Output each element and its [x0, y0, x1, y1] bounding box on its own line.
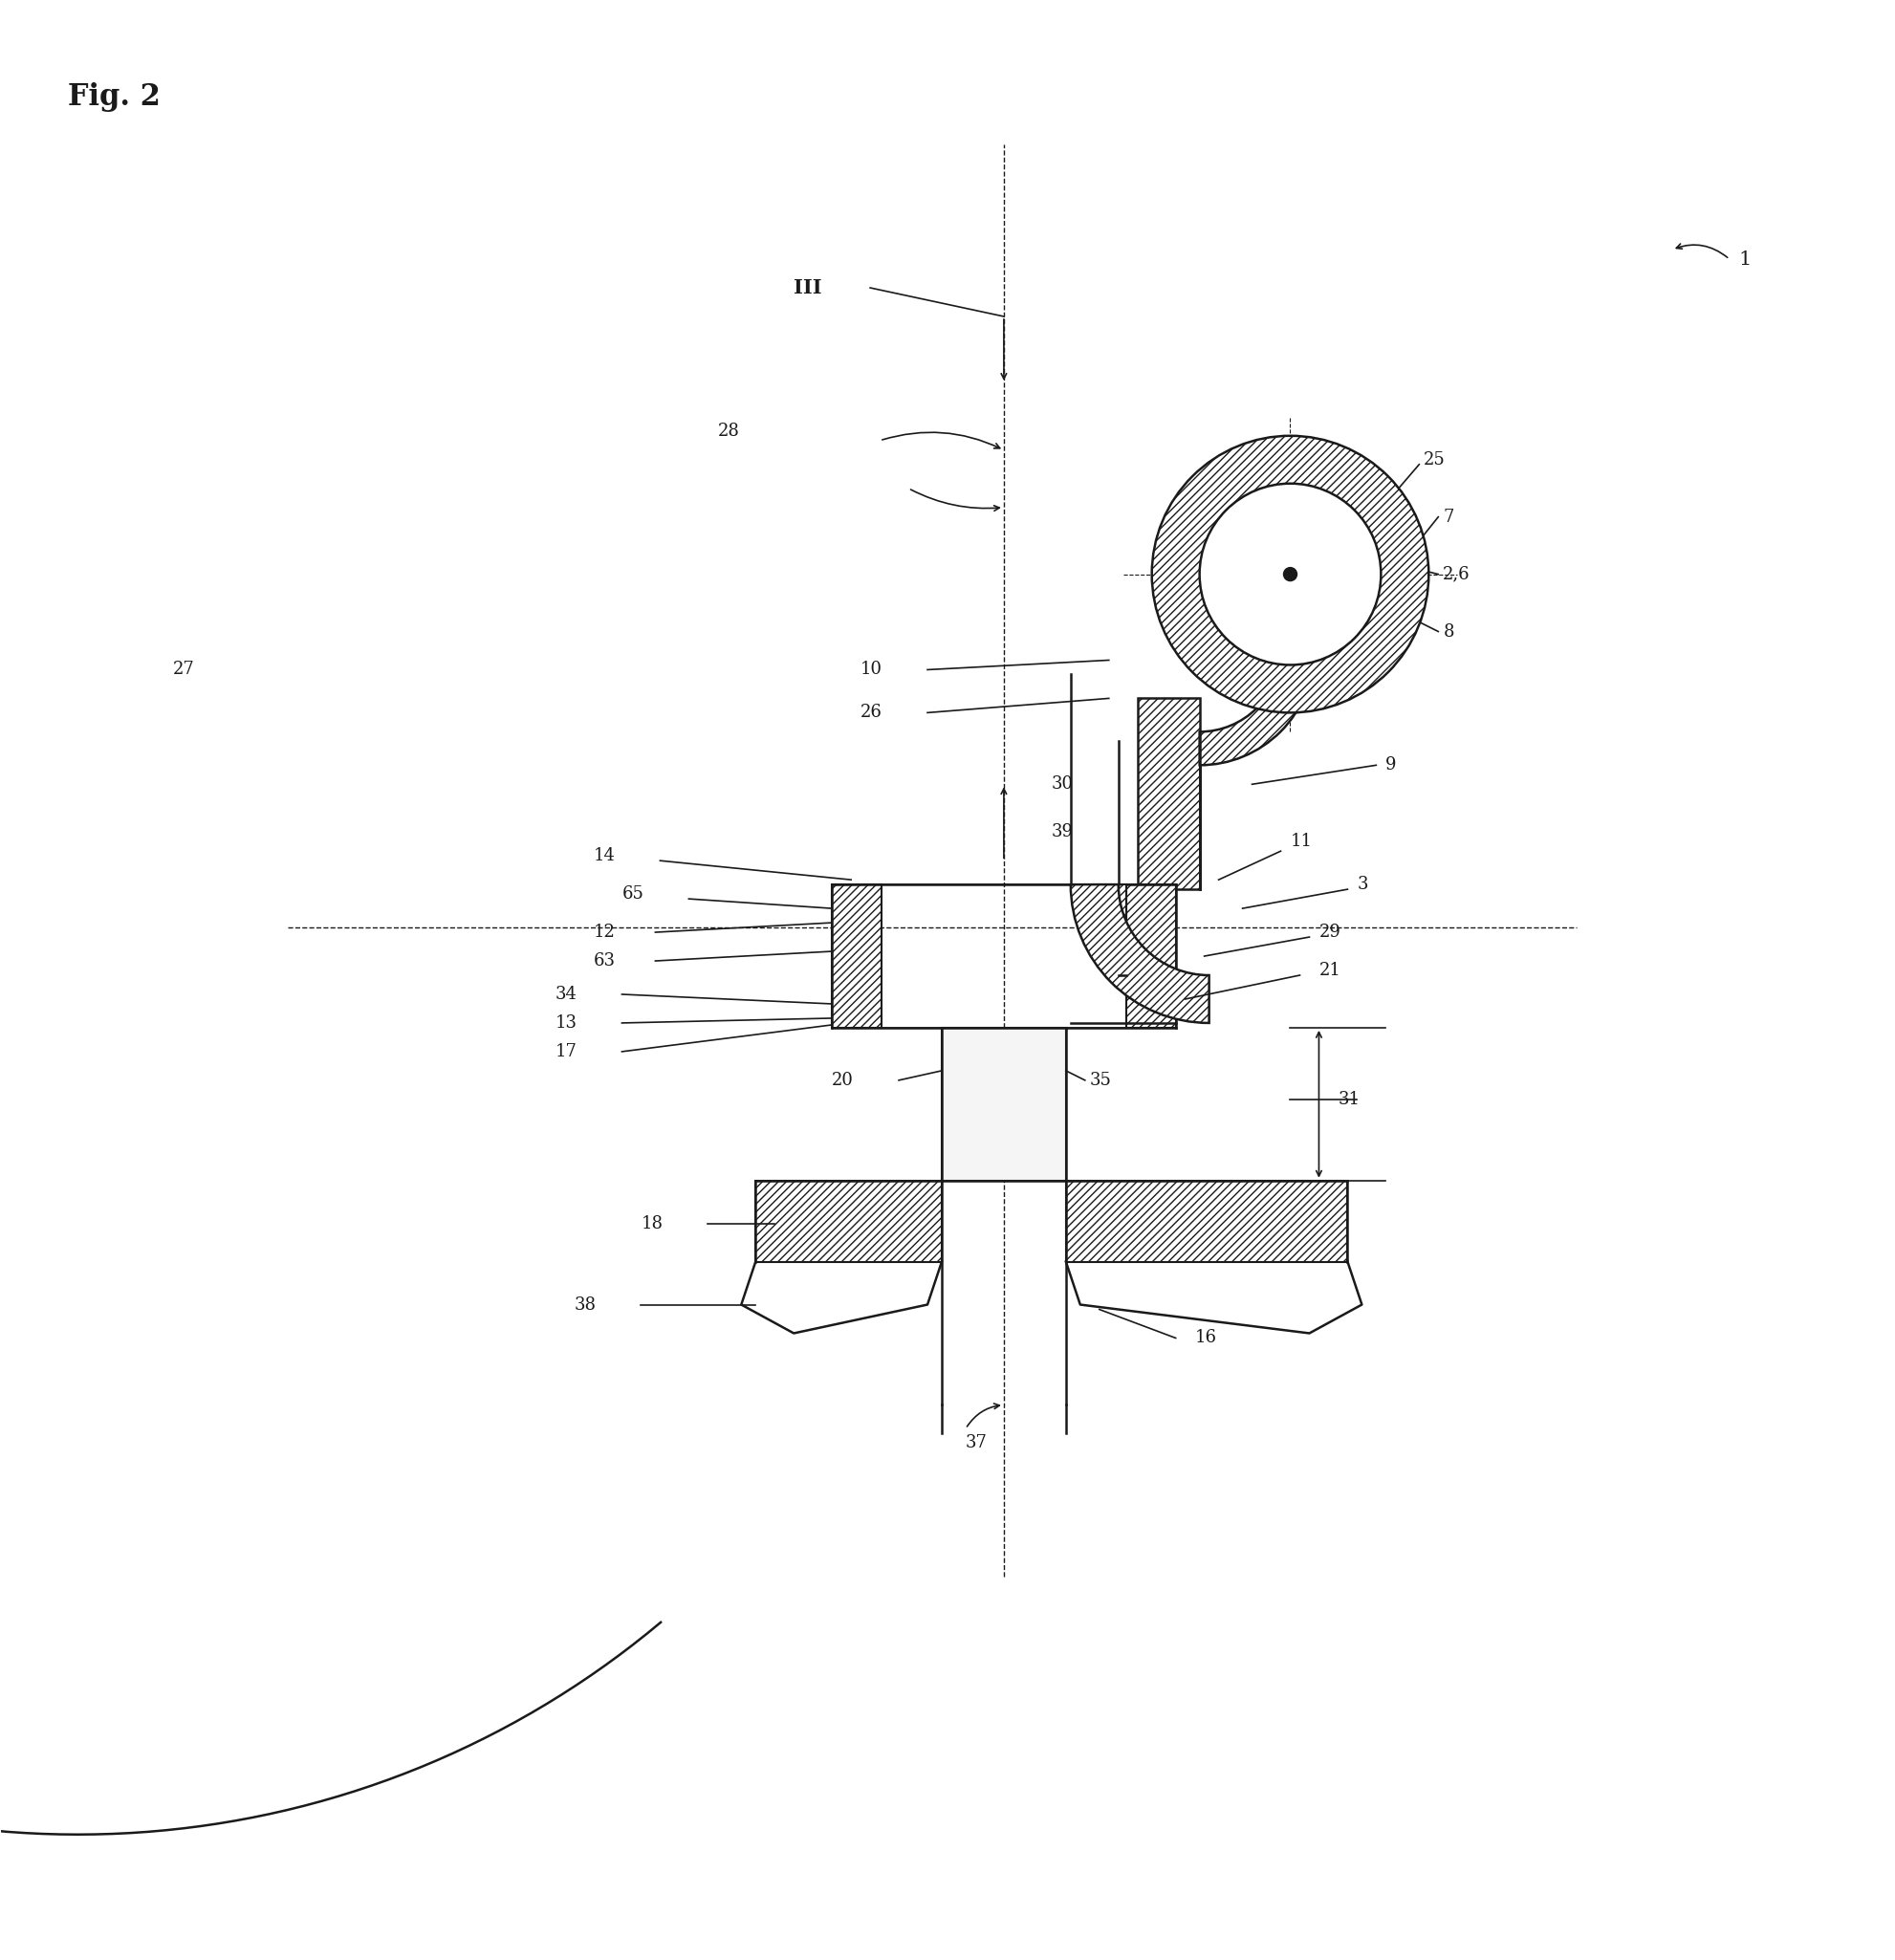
Text: 39: 39	[1052, 823, 1073, 841]
Text: 26: 26	[860, 704, 881, 721]
Text: 1: 1	[1738, 251, 1751, 269]
Text: 14: 14	[593, 847, 614, 864]
Text: 63: 63	[593, 953, 616, 970]
Text: 35: 35	[1090, 1072, 1110, 1090]
Text: 31: 31	[1338, 1090, 1359, 1107]
Text: 12: 12	[593, 923, 614, 941]
Circle shape	[1200, 484, 1380, 664]
Text: 25: 25	[1423, 451, 1446, 468]
Text: 18: 18	[641, 1215, 663, 1233]
Text: 65: 65	[622, 886, 644, 904]
Text: 27: 27	[172, 661, 195, 678]
Bar	[1065, 1180, 1347, 1262]
Text: 37: 37	[965, 1435, 987, 1452]
Text: 13: 13	[555, 1015, 576, 1031]
Text: 2,6: 2,6	[1442, 566, 1471, 582]
Text: 3: 3	[1357, 876, 1368, 894]
Text: 10: 10	[860, 661, 883, 678]
Bar	[1126, 884, 1175, 1027]
Text: 9: 9	[1385, 757, 1397, 774]
Bar	[756, 1180, 942, 1262]
Bar	[942, 1027, 1065, 1180]
Text: 38: 38	[574, 1296, 595, 1313]
Text: 17: 17	[555, 1043, 576, 1060]
Text: 7: 7	[1442, 508, 1453, 525]
Text: 8: 8	[1442, 623, 1453, 641]
Text: Fig. 2: Fig. 2	[68, 82, 161, 112]
Text: 16: 16	[1194, 1329, 1217, 1347]
Text: III: III	[794, 278, 822, 298]
Text: 21: 21	[1319, 962, 1340, 980]
Text: 28: 28	[716, 423, 739, 439]
Text: 34: 34	[555, 986, 576, 1004]
Text: 30: 30	[1052, 776, 1073, 794]
Text: 11: 11	[1290, 833, 1311, 851]
Bar	[1137, 698, 1200, 890]
Text: 29: 29	[1319, 923, 1340, 941]
Wedge shape	[1071, 884, 1209, 1023]
Wedge shape	[1200, 651, 1313, 764]
Bar	[832, 884, 881, 1027]
Text: 20: 20	[832, 1072, 853, 1090]
Circle shape	[1152, 435, 1429, 713]
Circle shape	[1283, 568, 1296, 580]
Bar	[1092, 884, 1126, 927]
